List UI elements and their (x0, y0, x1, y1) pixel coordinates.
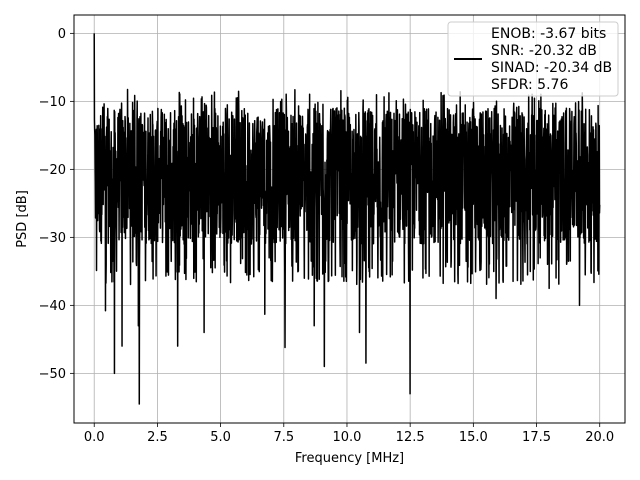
y-tick-label: −30 (39, 231, 66, 246)
legend: ENOB: -3.67 bits SNR: -20.32 dB SINAD: -… (447, 21, 619, 97)
y-tick-label: −50 (39, 367, 66, 382)
x-tick-label: 2.5 (147, 430, 168, 445)
x-tick-label: 5.0 (210, 430, 231, 445)
y-tick-label: −10 (39, 95, 66, 110)
legend-text-sfdr: SFDR: 5.76 (491, 77, 568, 93)
x-tick-label: 12.5 (396, 430, 425, 445)
legend-text-enob: ENOB: -3.67 bits (491, 26, 606, 42)
x-axis-label: Frequency [MHz] (295, 451, 404, 466)
series-line (93, 33, 601, 405)
legend-text-snr: SNR: -20.32 dB (491, 43, 597, 59)
y-axis-label: PSD [dB] (15, 190, 30, 248)
legend-text-sinad: SINAD: -20.34 dB (491, 60, 612, 76)
x-tick-label: 7.5 (273, 430, 294, 445)
x-tick-label: 0.0 (84, 430, 105, 445)
x-tick-label: 20.0 (585, 430, 614, 445)
y-tick-label: −40 (39, 299, 66, 314)
legend-box (447, 21, 619, 97)
y-tick-label: 0 (58, 27, 66, 42)
plot-frame (73, 14, 626, 424)
x-tick-label: 17.5 (522, 430, 551, 445)
x-tick-label: 10.0 (332, 430, 361, 445)
axis-ticks: 0.0 2.5 5.0 7.5 10.0 12.5 15.0 17.5 20.0 0 −10 −20 −… (39, 27, 615, 445)
x-tick-label: 15.0 (459, 430, 488, 445)
series-psd (93, 33, 601, 405)
y-tick-label: −20 (39, 163, 66, 178)
